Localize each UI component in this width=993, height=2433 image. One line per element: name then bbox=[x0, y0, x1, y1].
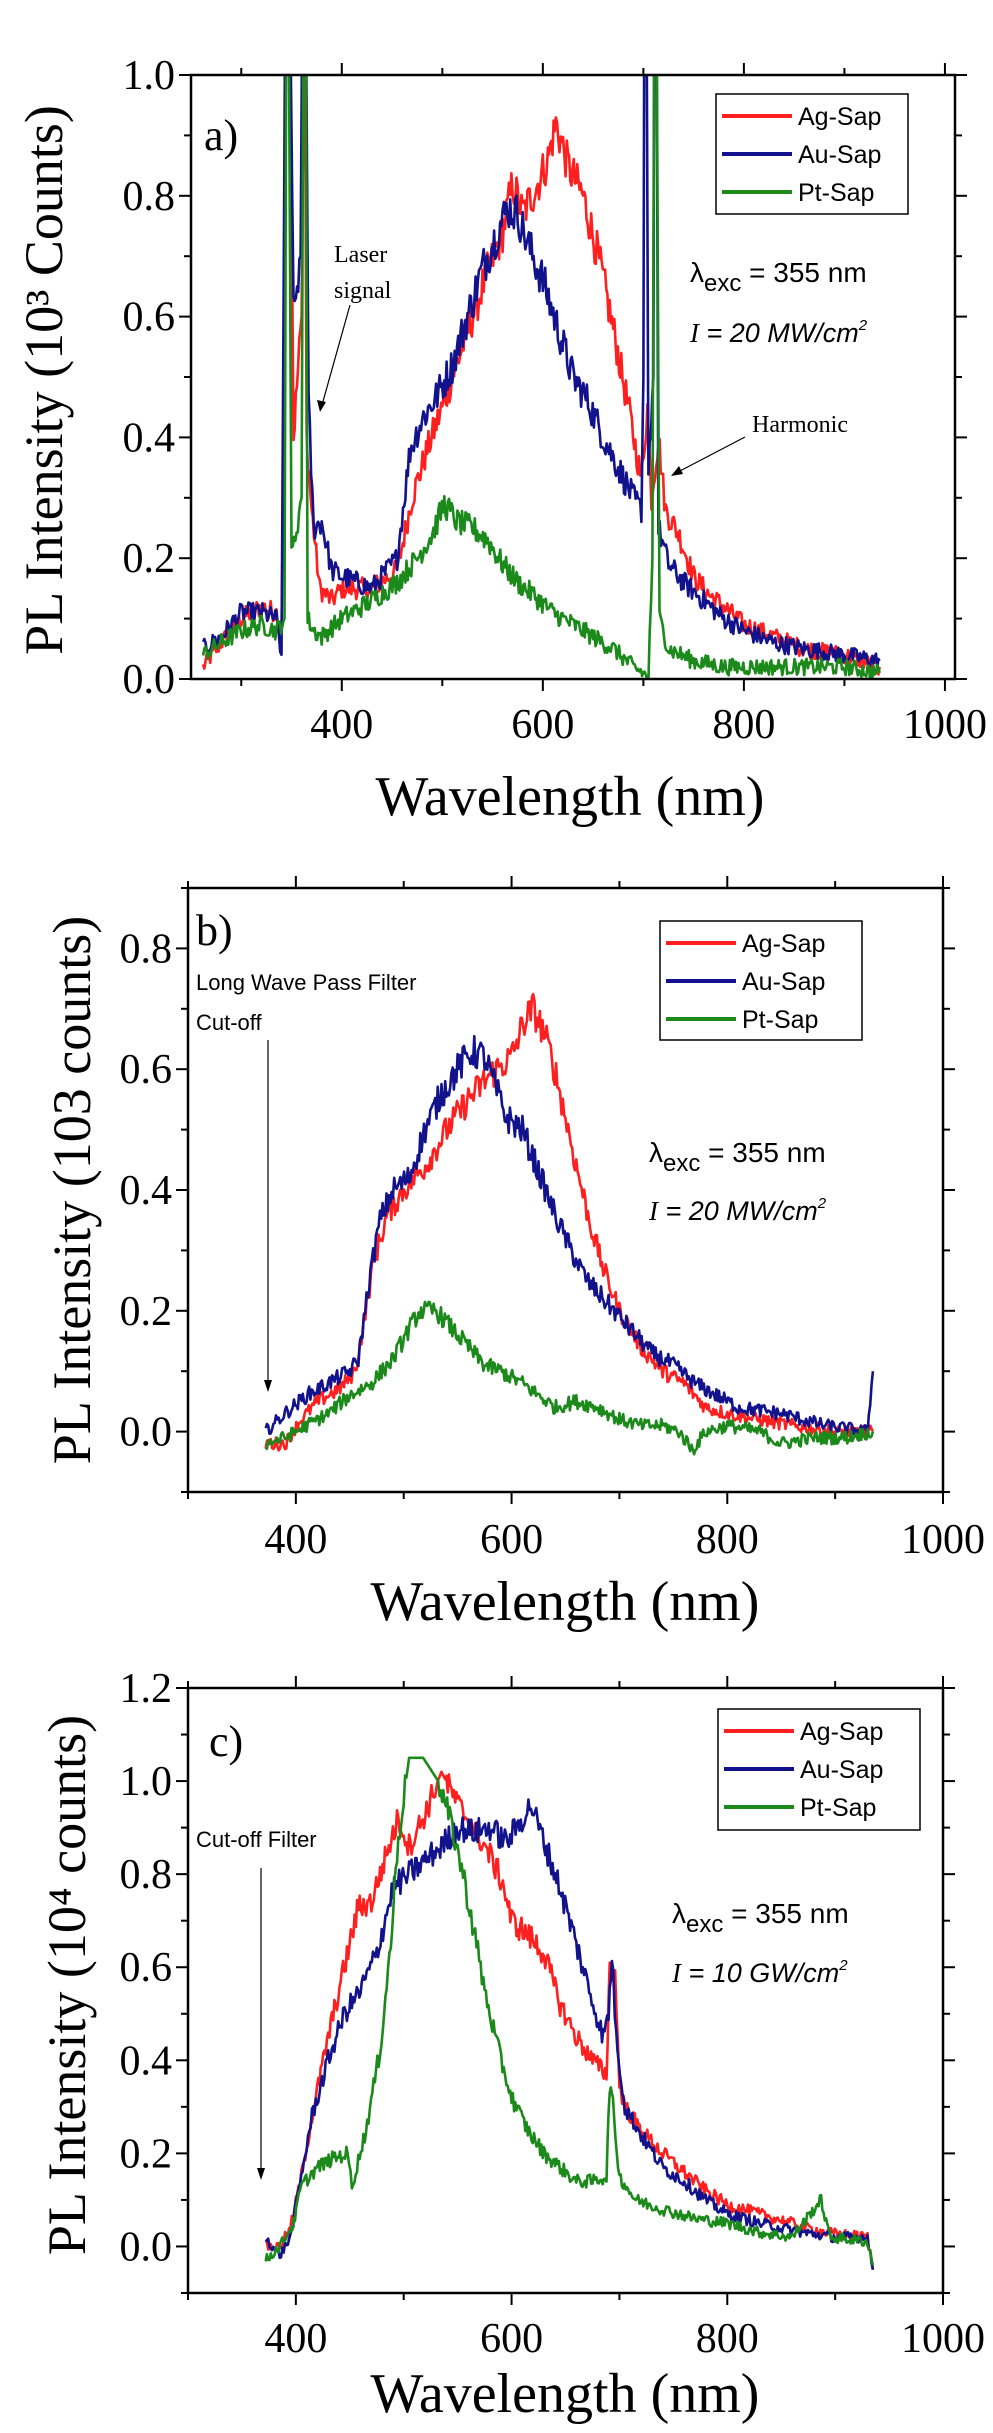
legend: Ag-Sap Au-Sap Pt-Sap bbox=[715, 93, 909, 215]
y-tick-label: 0.6 bbox=[120, 1047, 173, 1093]
annotation-filter: Cut-off Filter bbox=[196, 1827, 317, 1852]
legend: Ag-Sap Au-Sap Pt-Sap bbox=[659, 920, 863, 1041]
annotation-harmonic: Harmonic bbox=[752, 412, 848, 438]
y-tick-label: 0.8 bbox=[120, 1852, 173, 1898]
arrow-laser bbox=[317, 304, 351, 412]
x-tick-label: 800 bbox=[696, 1517, 759, 1563]
series-line-pt-sap bbox=[264, 1756, 875, 2266]
legend-label: Ag-Sap bbox=[800, 1718, 883, 1746]
legend-label: Pt-Sap bbox=[798, 179, 874, 207]
y-tick-label: 0.6 bbox=[123, 295, 176, 341]
y-tick-label: 1.0 bbox=[123, 53, 176, 99]
panel-label: c) bbox=[209, 1717, 243, 1766]
legend-label: Au-Sap bbox=[800, 1756, 883, 1784]
legend-label: Pt-Sap bbox=[742, 1006, 818, 1034]
legend-label: Pt-Sap bbox=[800, 1794, 876, 1822]
excitation-intensity: I = 20 MW/cm2 bbox=[689, 317, 868, 348]
annotation-filter-line2: Cut-off bbox=[196, 1010, 263, 1035]
y-tick-label: 0.0 bbox=[120, 1410, 173, 1456]
y-tick-label: 0.2 bbox=[120, 2131, 173, 2177]
y-tick-label: 0.2 bbox=[123, 536, 176, 582]
legend-label: Ag-Sap bbox=[742, 930, 825, 958]
y-tick-label: 0.4 bbox=[120, 2038, 173, 2084]
annotation-laser-line2: signal bbox=[334, 278, 392, 304]
x-tick-label: 600 bbox=[480, 2316, 543, 2362]
annotation-laser-line1: Laser bbox=[334, 242, 387, 268]
plot-frame bbox=[186, 1686, 945, 2295]
y-tick-label: 1.2 bbox=[120, 1666, 173, 1712]
excitation-wavelength: λexc = 355 nm bbox=[649, 1137, 826, 1177]
x-tick-label: 1000 bbox=[901, 1517, 985, 1563]
excitation-intensity: I = 10 GW/cm2 bbox=[671, 1957, 848, 1988]
series-line-au-sap bbox=[201, 75, 881, 670]
legend: Ag-Sap Au-Sap Pt-Sap bbox=[717, 1708, 921, 1831]
series-line-ag-sap bbox=[264, 992, 875, 1452]
y-axis-label: PL Intensity (10³ Counts) bbox=[14, 105, 74, 655]
x-tick-label: 400 bbox=[264, 2316, 327, 2362]
x-axis-label: Wavelength (nm) bbox=[376, 766, 765, 828]
x-tick-label: 1000 bbox=[903, 702, 987, 748]
excitation-wavelength: λexc = 355 nm bbox=[690, 257, 867, 297]
y-axis-label: PL Intensity (10⁴ counts) bbox=[37, 1715, 97, 2255]
series-line-au-sap bbox=[264, 1034, 875, 1438]
y-tick-label: 0.2 bbox=[120, 1289, 173, 1335]
x-tick-label: 600 bbox=[480, 1517, 543, 1563]
panel-b: PL Intensity (103 counts) Wavelength (nm… bbox=[42, 876, 985, 1633]
legend-label: Ag-Sap bbox=[798, 103, 881, 131]
arrow-harmonic bbox=[671, 436, 746, 476]
y-tick-label: 0.4 bbox=[120, 1168, 173, 1214]
y-tick-label: 0.4 bbox=[123, 415, 176, 461]
x-tick-label: 600 bbox=[511, 702, 574, 748]
excitation-intensity: I = 20 MW/cm2 bbox=[648, 1195, 827, 1226]
x-tick-label: 1000 bbox=[901, 2316, 985, 2362]
x-axis-label: Wavelength (nm) bbox=[371, 1571, 760, 1633]
x-tick-label: 400 bbox=[264, 1517, 327, 1563]
x-tick-label: 800 bbox=[696, 2316, 759, 2362]
legend-label: Au-Sap bbox=[798, 141, 881, 169]
y-tick-label: 0.6 bbox=[120, 1945, 173, 1991]
series-line-pt-sap bbox=[201, 75, 881, 679]
annotation-filter-line1: Long Wave Pass Filter bbox=[196, 970, 417, 995]
x-tick-label: 800 bbox=[712, 702, 775, 748]
panel-c: PL Intensity (10⁴ counts) Wavelength (nm… bbox=[37, 1666, 985, 2425]
excitation-wavelength: λexc = 355 nm bbox=[672, 1898, 849, 1938]
panel-label: a) bbox=[204, 111, 238, 160]
y-tick-label: 0.0 bbox=[120, 2224, 173, 2270]
panel-a: PL Intensity (10³ Counts) Wavelength (nm… bbox=[14, 53, 987, 828]
series-line-ag-sap bbox=[264, 1770, 875, 2270]
y-axis-label: PL Intensity (103 counts) bbox=[42, 916, 102, 1464]
x-axis-label: Wavelength (nm) bbox=[371, 2363, 760, 2425]
panel-label: b) bbox=[196, 906, 233, 955]
y-tick-label: 0.8 bbox=[123, 174, 176, 220]
series-line-pt-sap bbox=[264, 1300, 875, 1456]
x-tick-label: 400 bbox=[310, 702, 373, 748]
arrow-cutoff bbox=[257, 1868, 265, 2180]
y-tick-label: 0.0 bbox=[123, 657, 176, 703]
y-tick-label: 0.8 bbox=[120, 926, 173, 972]
arrow-cutoff bbox=[264, 1040, 272, 1392]
series-line-au-sap bbox=[264, 1798, 875, 2270]
legend-label: Au-Sap bbox=[742, 968, 825, 996]
y-tick-label: 1.0 bbox=[120, 1759, 173, 1805]
